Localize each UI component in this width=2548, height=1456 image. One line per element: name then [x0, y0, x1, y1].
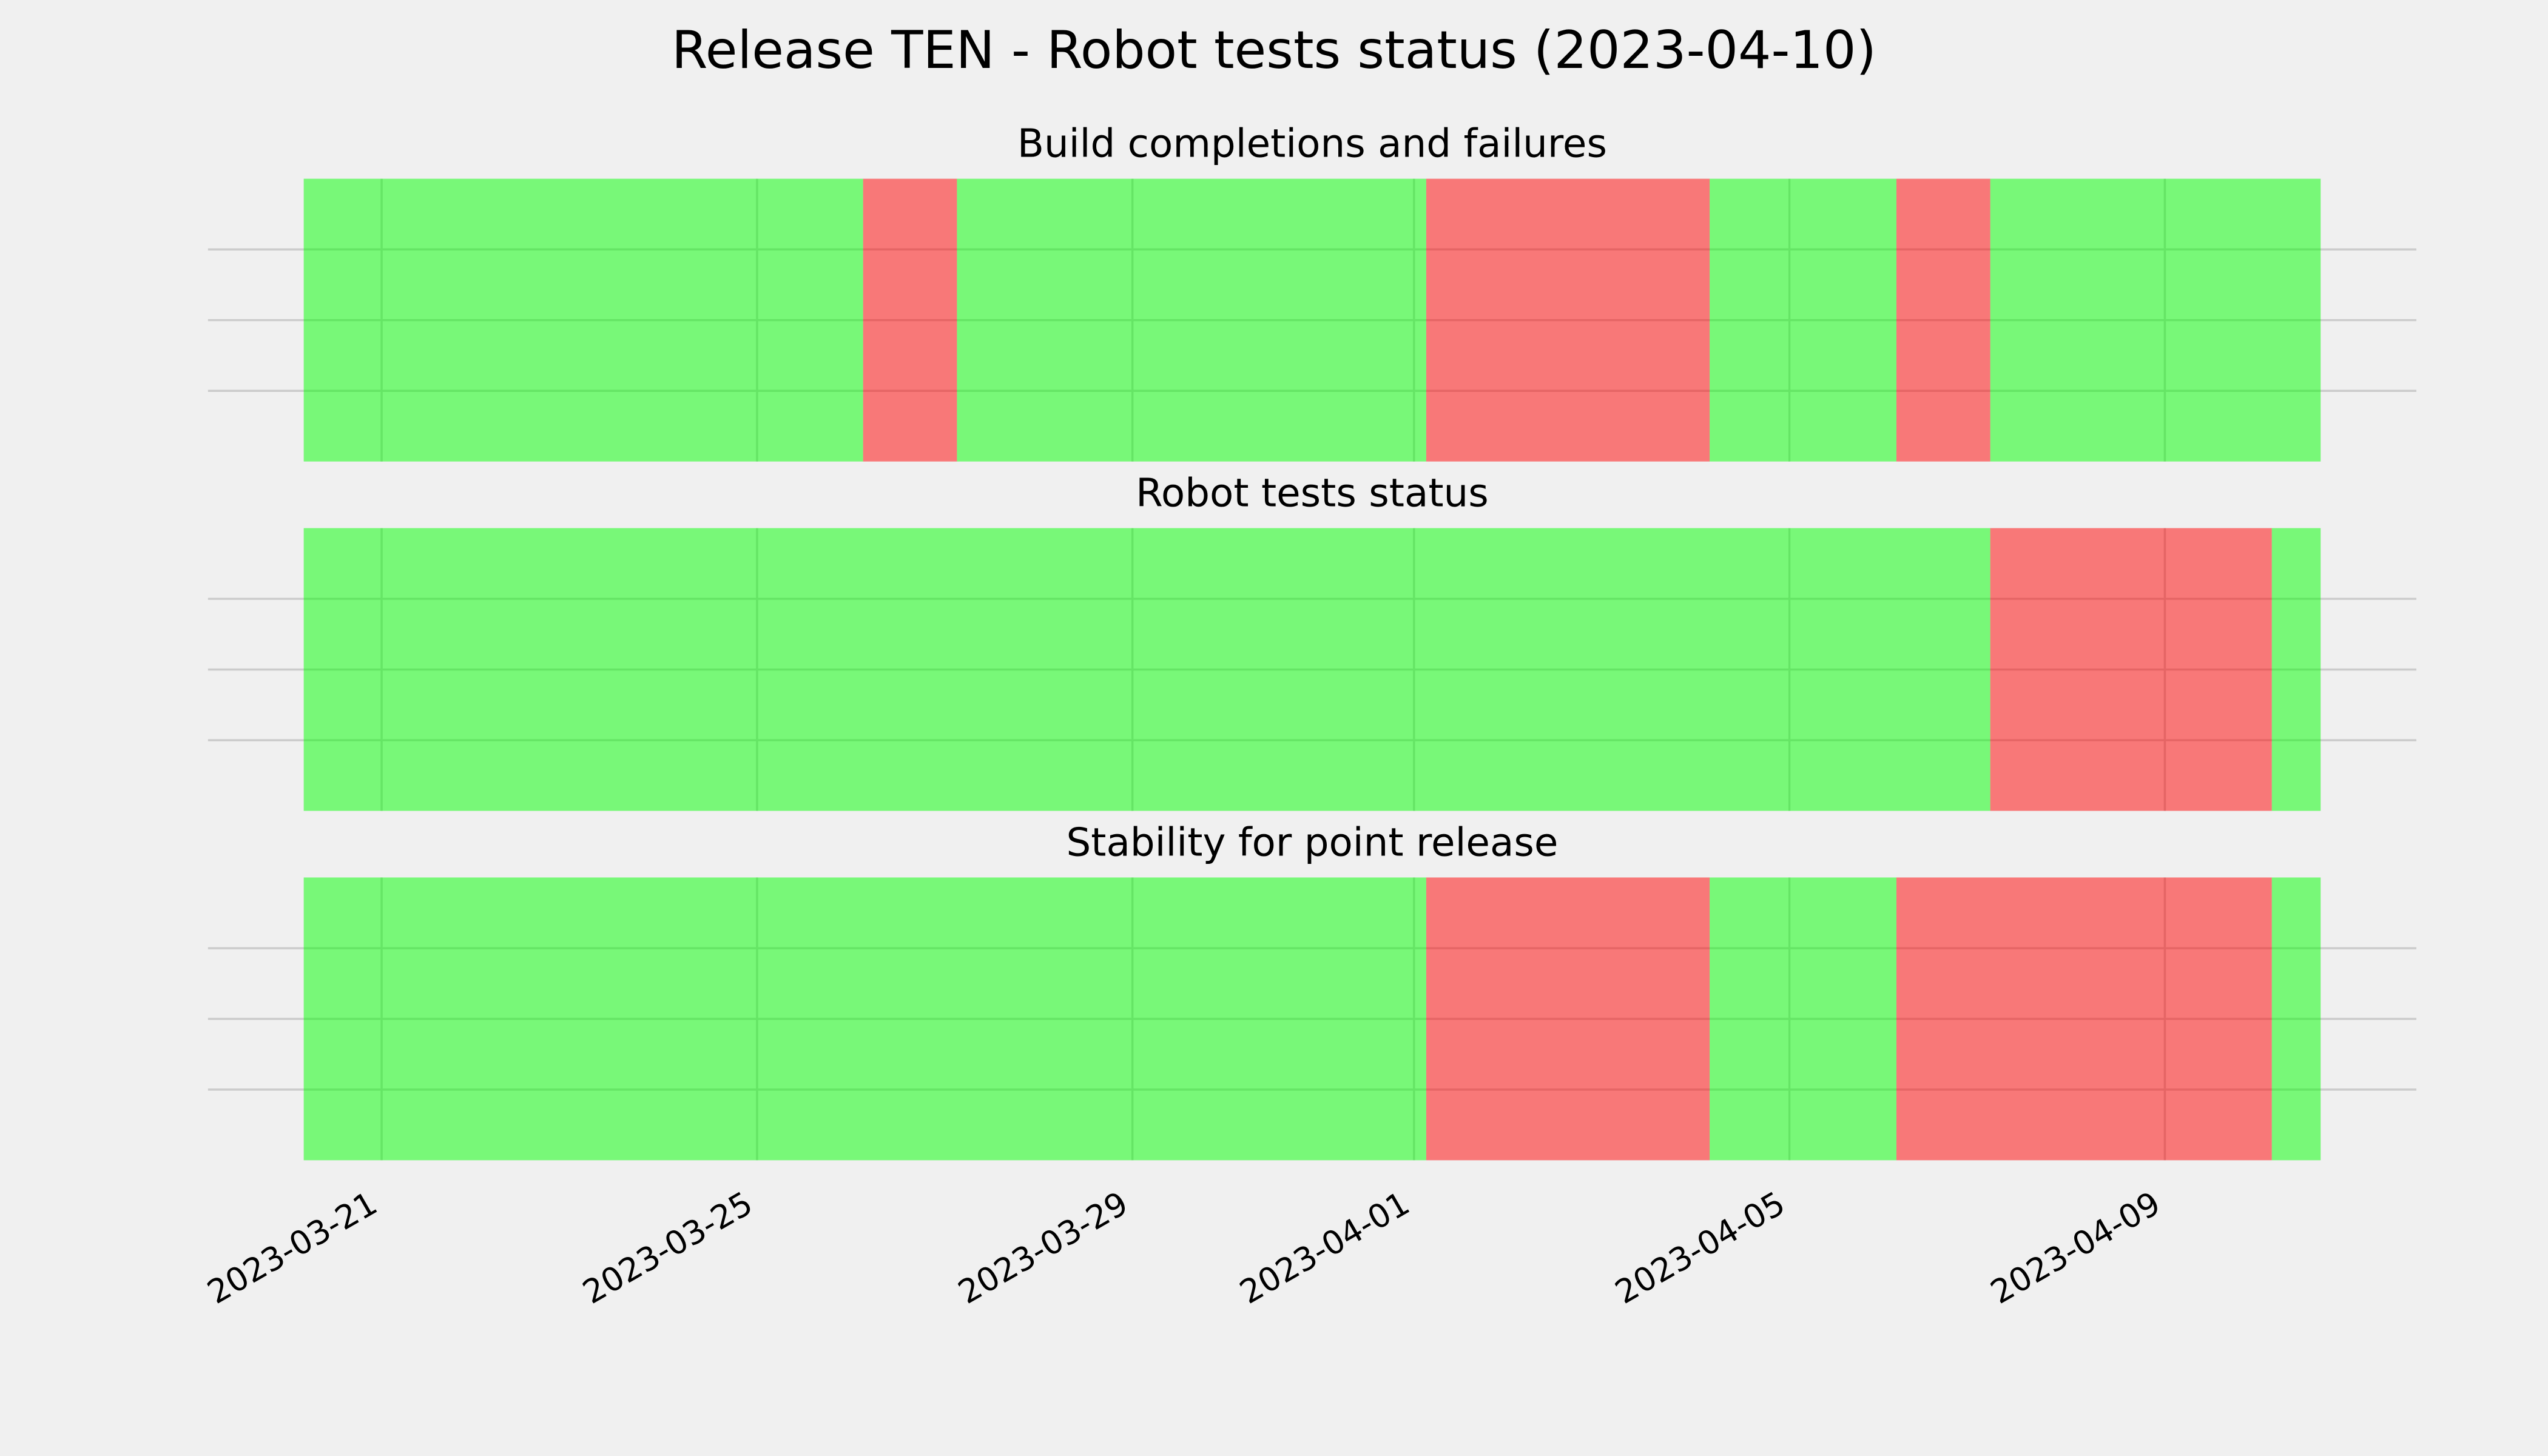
status-segment [2271, 528, 2321, 811]
panel-title: Build completions and failures [1017, 121, 1607, 167]
status-segment [303, 178, 863, 462]
status-segment [303, 528, 1990, 811]
status-segment [1426, 877, 1710, 1161]
status-segment [1990, 178, 2321, 462]
status-segment [303, 877, 1426, 1161]
status-segment [863, 178, 957, 462]
panel-title: Robot tests status [1136, 471, 1489, 516]
status-segment [1426, 178, 1710, 462]
panel-title: Stability for point release [1067, 820, 1559, 865]
chart-title: Release TEN - Robot tests status (2023-0… [672, 20, 1876, 81]
status-segment [1990, 528, 2272, 811]
status-segment [1710, 877, 1896, 1161]
status-segment [2271, 877, 2321, 1161]
status-segment [957, 178, 1426, 462]
status-segment [1896, 178, 1990, 462]
status-segment [1896, 877, 2272, 1161]
status-segment [1710, 178, 1896, 462]
